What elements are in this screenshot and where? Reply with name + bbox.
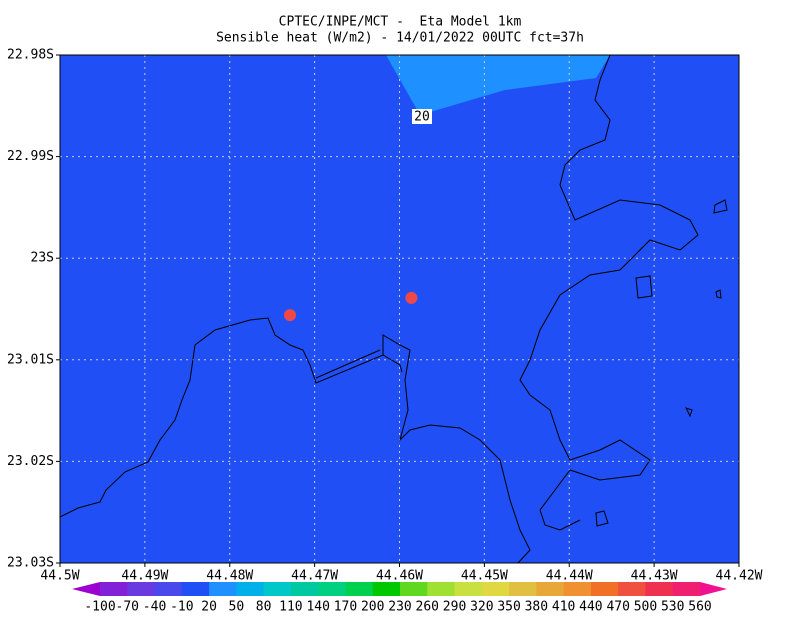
colorbar-end <box>72 582 100 596</box>
x-tick-label: 44.47W <box>291 569 338 584</box>
colorbar-segment <box>590 582 619 596</box>
colorbar-label: 170 <box>334 600 357 615</box>
colorbar-segment <box>427 582 456 596</box>
colorbar-label: 410 <box>552 600 575 615</box>
colorbar-label: -10 <box>170 600 193 615</box>
x-tick-label: 44.48W <box>206 569 253 584</box>
frame <box>59 54 740 564</box>
point <box>405 291 418 304</box>
colorbar-label: 20 <box>201 600 217 615</box>
colorbar-segment <box>263 582 292 596</box>
colorbar-label: 560 <box>688 600 711 615</box>
colorbar-end <box>700 582 727 596</box>
colorbar-label: 140 <box>306 600 329 615</box>
x-tick-label: 44.43W <box>631 569 678 584</box>
colorbar-label: -70 <box>116 600 139 615</box>
colorbar-label: 500 <box>634 600 657 615</box>
y-tick-label: 23.03S <box>7 556 54 571</box>
field-region <box>386 55 610 115</box>
colorbar-segment <box>400 582 428 596</box>
colorbar-label: -100 <box>84 600 115 615</box>
y-tick-label: 23.01S <box>7 352 54 367</box>
colorbar-segment <box>672 582 701 596</box>
colorbar-segment <box>290 582 319 596</box>
x-tick-label: 44.42W <box>716 569 763 584</box>
colorbar-segment <box>645 582 674 596</box>
colorbar-segment <box>345 582 374 596</box>
colorbar-segment <box>154 582 183 596</box>
island <box>595 199 728 527</box>
colorbar-segment <box>372 582 401 596</box>
colorbar-label: 110 <box>279 600 302 615</box>
colorbar-label: 380 <box>525 600 548 615</box>
colorbar-label: 290 <box>443 600 466 615</box>
point <box>284 309 297 322</box>
x-tick-label: 44.45W <box>461 569 508 584</box>
colorbar-segment <box>127 582 156 596</box>
colorbar-label: 530 <box>661 600 684 615</box>
colorbar-label: 230 <box>388 600 411 615</box>
colorbar-label: 80 <box>256 600 272 615</box>
x-tick-label: 44.46W <box>376 569 423 584</box>
colorbar-segment <box>100 582 128 596</box>
overlay: 20 <box>59 54 728 564</box>
axes: 44.5W 44.49W 44.48W 44.47W 44.46W 44.45W 44.44… <box>7 48 763 615</box>
colorbar-label: 50 <box>229 600 245 615</box>
chart-subtitle: Sensible heat (W/m2) - 14/01/2022 00UTC … <box>216 31 584 46</box>
contour-label: 20 <box>414 110 430 125</box>
contour-label-box <box>412 109 432 124</box>
y-tick-label: 23.02S <box>7 454 54 469</box>
chart-title: CPTEC/INPE/MCT - Eta Model 1km <box>279 15 522 30</box>
y-tick-label: 22.98S <box>7 48 54 63</box>
colorbar-segment <box>536 582 565 596</box>
field <box>59 54 740 564</box>
colorbar-segment <box>509 582 537 596</box>
colorbar-label: 260 <box>416 600 439 615</box>
colorbar-label: 320 <box>470 600 493 615</box>
colorbar-segment <box>481 582 510 596</box>
colorbar-segment <box>236 582 265 596</box>
colorbar-segment <box>209 582 237 596</box>
colorbar-segment <box>618 582 646 596</box>
coastline <box>59 317 531 564</box>
colorbar-label: 440 <box>579 600 602 615</box>
colorbar-segment <box>454 582 483 596</box>
colorbar-segment <box>318 582 346 596</box>
colorbar-segment <box>181 582 210 596</box>
coastline <box>519 54 699 531</box>
colorbar-label: 470 <box>606 600 629 615</box>
pier <box>315 349 403 379</box>
colorbar-segment <box>563 582 592 596</box>
x-tick-label: 44.5W <box>40 569 79 584</box>
colorbar-label: 200 <box>361 600 384 615</box>
colorbar-label: 350 <box>497 600 520 615</box>
y-tick-label: 23S <box>31 251 54 266</box>
y-tick-label: 22.99S <box>7 149 54 164</box>
x-tick-label: 44.49W <box>121 569 168 584</box>
x-tick-label: 44.44W <box>546 569 593 584</box>
colorbar-label: -40 <box>143 600 166 615</box>
